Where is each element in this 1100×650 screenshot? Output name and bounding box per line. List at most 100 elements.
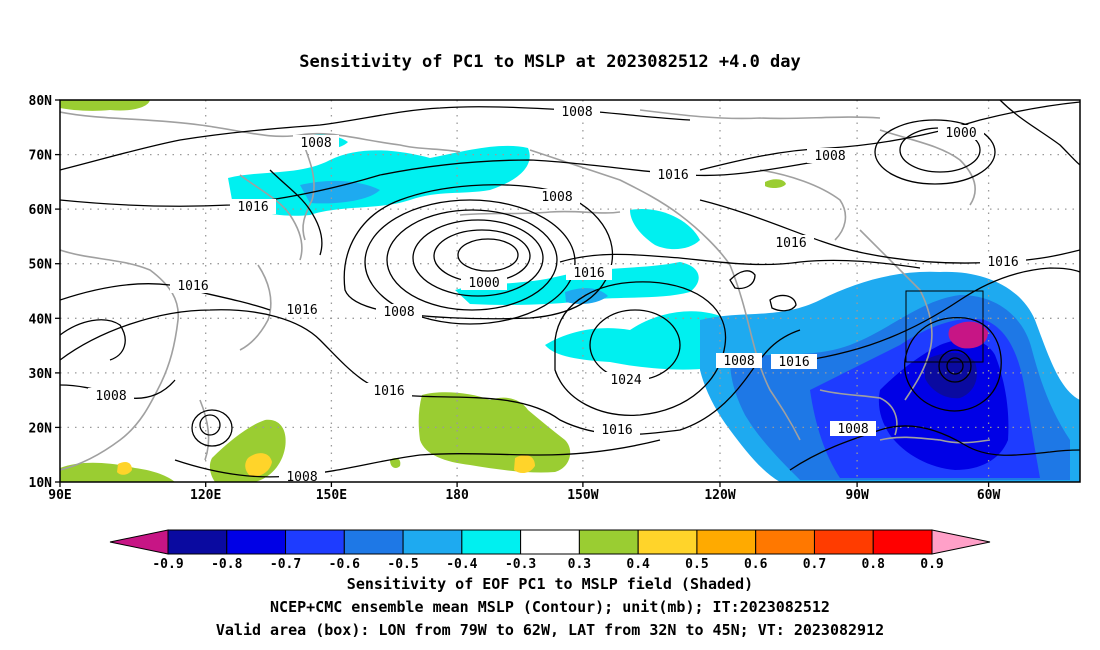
coast-okhotsk: [239, 174, 303, 261]
colorbar-label: 0.8: [861, 557, 885, 572]
lat-tick-label: 50N: [29, 258, 53, 273]
contour-1008-west: [269, 169, 323, 256]
colorbar-label: -0.5: [387, 557, 418, 572]
mslp-contours: [60, 100, 1080, 478]
coast-na-east: [859, 229, 933, 401]
svg-text:1008: 1008: [383, 305, 414, 320]
colorbar-label: -0.3: [505, 557, 536, 572]
colorbar-label: -0.6: [329, 557, 360, 572]
lat-tick-label: 40N: [29, 312, 53, 327]
colorbar-swatch: [461, 529, 522, 555]
contour-1016-high-north: [559, 253, 921, 269]
tick-marks: [55, 99, 990, 487]
colorbar-swatch: [520, 529, 580, 555]
colorbar-label: -0.8: [211, 557, 242, 572]
colorbar-swatch: [402, 529, 463, 555]
typhoon-contour: [199, 414, 221, 436]
coast-canadian-arctic: [639, 109, 881, 120]
coast-japan: [239, 264, 272, 351]
coast-east-asia: [60, 249, 179, 471]
lon-tick-label: 150W: [567, 488, 598, 503]
contour-1016-pacific: [60, 309, 801, 436]
colorbar-swatch: [813, 529, 874, 555]
contour-label: 1016: [366, 383, 412, 399]
colorbar-label: 0.6: [744, 557, 768, 572]
contour-label: 1008: [88, 388, 134, 404]
lat-tick-label: 70N: [29, 149, 53, 164]
negative-shading-okhotsk-core: [300, 180, 380, 204]
coast-alaska: [529, 149, 731, 266]
svg-text:1016: 1016: [778, 355, 809, 370]
contour-label: 1008: [376, 304, 422, 320]
coast-gulf: [819, 389, 898, 436]
colorbar-swatch: [167, 529, 228, 555]
contour-label: 1024: [603, 372, 649, 388]
contour-label: 1008: [807, 148, 853, 164]
colorbar: -0.9 -0.8 -0.7 -0.6 -0.5 -0.4 -0.3 0.3 0.4 0.5 0.6…: [109, 529, 991, 572]
footer-line-3: Valid area (box): LON from 79W to 62W, L…: [216, 621, 884, 639]
contour-1008-south: [174, 439, 661, 478]
aleutian-low-contour: [386, 209, 558, 311]
contour-label: 1000: [461, 275, 507, 291]
map-panel: 1008 1008 1000 1016 1008 1016 1008 1016 …: [29, 94, 1081, 503]
svg-text:1000: 1000: [468, 276, 499, 291]
contour-label: 1016: [170, 278, 216, 294]
contour-label: 1008: [554, 104, 600, 120]
atlantic-low-contour: [938, 349, 972, 383]
lat-tick-label: 20N: [29, 421, 53, 436]
contour-label: 1016: [279, 302, 325, 318]
svg-text:1008: 1008: [837, 422, 868, 437]
contour-label: 1016: [230, 199, 276, 215]
graticule: [60, 100, 1080, 482]
svg-text:1000: 1000: [945, 126, 976, 141]
colorbar-swatch: [226, 529, 287, 555]
coast-aleutians: [459, 210, 621, 216]
valid-area-box: [905, 290, 984, 363]
contour-1008-greenland-s: [999, 100, 1080, 166]
lat-tick-label: 60N: [29, 203, 53, 218]
latitude-labels: 80N 70N 60N 50N 40N 30N 20N 10N: [29, 94, 53, 491]
footer-line-1: Sensitivity of EOF PC1 to MSLP field (Sh…: [347, 575, 753, 593]
negative-shading-pacific: [455, 262, 699, 305]
contour-1016-east: [699, 199, 1080, 264]
colorbar-swatch: [755, 529, 815, 555]
footer-line-2: NCEP+CMC ensemble mean MSLP (Contour); u…: [270, 598, 830, 616]
contour-1016-north: [60, 157, 841, 207]
svg-text:1016: 1016: [286, 303, 317, 318]
contour-label: 1008: [279, 469, 325, 482]
svg-text:1016: 1016: [573, 266, 604, 281]
colorbar-low-extension: [109, 529, 169, 555]
svg-text:1008: 1008: [814, 149, 845, 164]
positive-shading-yellow-west: [117, 462, 132, 475]
longitude-labels: 90E 120E 150E 180 150W 120W 90W 60W: [48, 488, 1000, 503]
contour-1008-east: [699, 101, 1080, 171]
colorbar-swatch: [285, 529, 345, 555]
contour-1016-mid: [60, 319, 126, 361]
lat-tick-label: 80N: [29, 94, 53, 109]
svg-text:1016: 1016: [601, 423, 632, 438]
lon-tick-label: 90E: [48, 488, 71, 503]
contour-label: 1016: [566, 265, 612, 281]
positive-shading-hawaii: [418, 392, 571, 473]
colorbar-label: -0.7: [270, 557, 301, 572]
coast-philippines: [199, 399, 210, 461]
svg-text:1016: 1016: [373, 384, 404, 399]
colorbar-label: 0.9: [920, 557, 943, 572]
contour-labels: 1008 1008 1000 1016 1008 1016 1008 1016 …: [88, 104, 1026, 482]
svg-text:1008: 1008: [300, 136, 331, 151]
positive-shading-yellow-small: [514, 454, 535, 474]
negative-shading-atlantic-deep: [925, 352, 977, 399]
colorbar-high-extension: [931, 529, 991, 555]
svg-text:1024: 1024: [610, 373, 641, 388]
pacific-high-contour: [554, 281, 727, 416]
lon-tick-label: 120E: [190, 488, 221, 503]
lat-tick-label: 30N: [29, 367, 53, 382]
contour-label: 1008: [716, 353, 762, 369]
aleutian-low-contour: [457, 238, 519, 272]
figure-title: Sensitivity of PC1 to MSLP at 2023082512…: [299, 52, 801, 72]
colorbar-label: 0.3: [568, 557, 591, 572]
lon-tick-label: 60W: [977, 488, 1001, 503]
colorbar-swatch: [696, 529, 757, 555]
positive-shading-japan-yellow: [245, 453, 272, 477]
svg-text:1008: 1008: [95, 389, 126, 404]
